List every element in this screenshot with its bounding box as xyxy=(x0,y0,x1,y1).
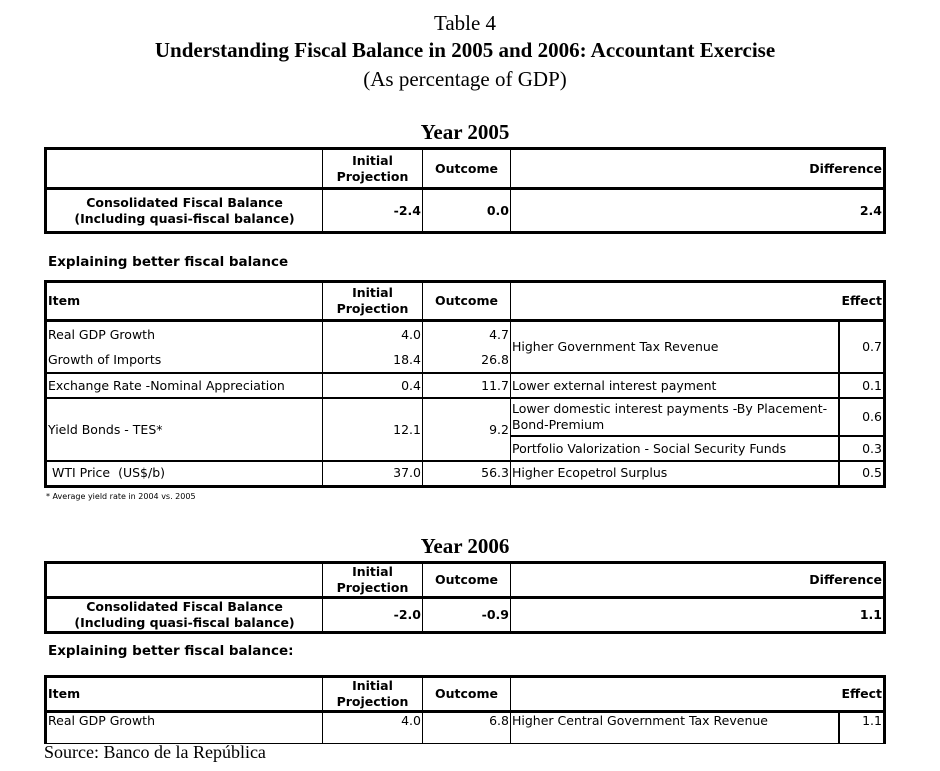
page-title: Understanding Fiscal Balance in 2005 and… xyxy=(154,38,776,62)
outcome-value: 0.0 xyxy=(422,188,511,233)
difference-value: 1.1 xyxy=(510,597,885,633)
year-2005-heading: Year 2005 xyxy=(420,120,510,144)
detail-table-2005: Item Initial Projection Outcome Effect R… xyxy=(44,280,886,488)
detail-table-2006: Item Initial Projection Outcome Effect R… xyxy=(44,675,886,744)
header-difference: Difference xyxy=(510,562,885,599)
table-row: Yield Bonds - TES* 12.1 9.2 Lower domest… xyxy=(45,397,885,462)
header-outcome: Outcome xyxy=(422,676,511,713)
initial-value: -2.0 xyxy=(322,597,423,633)
row-label: Consolidated Fiscal Balance (Including qu… xyxy=(45,188,323,233)
header-blank xyxy=(45,562,323,599)
table-row: Portfolio Valorization - Social Security… xyxy=(46,435,885,462)
header-initial: Initial Projection xyxy=(322,281,423,322)
header-initial: Initial Projection xyxy=(322,676,423,713)
header-effect: Effect xyxy=(510,676,885,713)
page-subtitle: (As percentage of GDP) xyxy=(363,67,567,91)
explain-label-2006: Explaining better fiscal balance: xyxy=(48,643,294,659)
table-number: Table 4 xyxy=(433,11,497,35)
header-initial: Initial Projection xyxy=(322,562,423,599)
summary-table-2006: Initial Projection Outcome Difference Co… xyxy=(44,561,886,634)
summary-table-2005: Initial Projection Outcome Difference Co… xyxy=(44,147,886,234)
table-row: Real GDP Growth Growth of Imports 4.0 18.4… xyxy=(45,320,885,374)
header-item: Item xyxy=(45,281,323,322)
header-item: Item xyxy=(45,676,323,713)
header-blank xyxy=(45,148,323,190)
header-outcome: Outcome xyxy=(422,148,511,190)
table-row: Exchange Rate -Nominal Appreciation 0.4 … xyxy=(45,372,885,399)
header-effect: Effect xyxy=(510,281,885,322)
effect-value: 0.7 xyxy=(837,320,885,374)
difference-value: 2.4 xyxy=(510,188,885,233)
footnote: * Average yield rate in 2004 vs. 2005 xyxy=(46,492,196,501)
year-2006-heading: Year 2006 xyxy=(420,534,510,558)
header-outcome: Outcome xyxy=(422,562,511,599)
effect-description: Higher Government Tax Revenue xyxy=(510,320,839,374)
explain-label-2005: Explaining better fiscal balance xyxy=(48,254,289,270)
table-row: Real GDP Growth 4.0 6.8 Higher Central G… xyxy=(45,711,885,744)
row-label: Consolidated Fiscal Balance (Including qu… xyxy=(45,597,323,633)
source-note: Source: Banco de la República xyxy=(44,742,266,762)
outcome-value: -0.9 xyxy=(422,597,511,633)
header-outcome: Outcome xyxy=(422,281,511,322)
initial-value: -2.4 xyxy=(322,188,423,233)
table-row: WTI Price (US$/b) 37.0 56.3 Higher Ecope… xyxy=(45,460,885,487)
header-difference: Difference xyxy=(510,148,885,190)
header-initial: Initial Projection xyxy=(322,148,423,190)
